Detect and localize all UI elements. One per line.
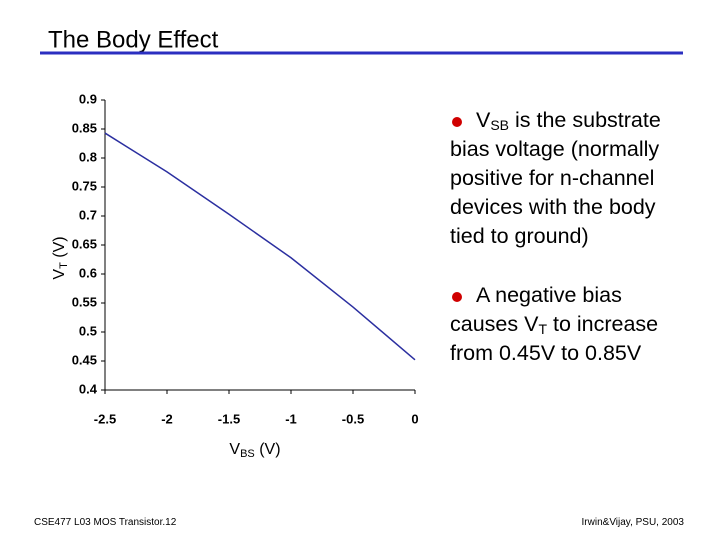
bullet-text: A negative bias causes V <box>450 283 622 336</box>
y-tick-label: 0.45 <box>72 352 97 367</box>
y-tick-label: 0.65 <box>72 236 97 251</box>
x-tick-label: -0.5 <box>342 411 364 426</box>
footer-right: Irwin&Vijay, PSU, 2003 <box>581 517 684 528</box>
y-tick-label: 0.55 <box>72 294 97 309</box>
x-label-sub: BS <box>240 448 255 460</box>
x-tick-label: -1.5 <box>218 411 240 426</box>
bullet-text: V <box>476 108 491 132</box>
x-tick-label: 0 <box>411 411 418 426</box>
bullet-text: to increase from 0.45V to 0.85V <box>450 312 659 365</box>
x-tick-label: -1 <box>285 411 297 426</box>
bullet: VSB is the substrate bias voltage (norma… <box>450 106 690 251</box>
y-tick-label: 0.85 <box>72 120 97 135</box>
y-axis-label: VT (V) <box>51 236 70 279</box>
x-label-part: V <box>229 441 240 458</box>
y-tick-label: 0.4 <box>79 381 98 396</box>
y-tick-label: 0.9 <box>79 91 97 106</box>
slide-title: The Body Effect <box>48 26 219 53</box>
y-tick-label: 0.8 <box>79 149 97 164</box>
bullet-sub: SB <box>490 117 510 133</box>
bullet-sub: T <box>538 321 547 337</box>
footer-left: CSE477 L03 MOS Transistor.12 <box>34 517 177 528</box>
data-line <box>104 132 416 361</box>
y-tick-label: 0.5 <box>79 323 97 338</box>
y-tick-label: 0.7 <box>79 207 97 222</box>
x-tick-label: -2.5 <box>94 411 116 426</box>
x-tick-label: -2 <box>161 411 173 426</box>
y-label-sub: T <box>58 262 70 269</box>
bullet-list: VSB is the substrate bias voltage (norma… <box>450 106 690 398</box>
bullet: A negative bias causes VT to increase fr… <box>450 281 690 368</box>
x-axis-label: VBS (V) <box>229 441 280 460</box>
y-label-part: V <box>51 269 68 280</box>
y-tick-label: 0.75 <box>72 178 97 193</box>
bullet-text: is the substrate bias voltage (normally … <box>450 108 661 248</box>
x-label-part: (V) <box>255 441 281 458</box>
y-label-part: (V) <box>51 236 68 262</box>
y-tick-label: 0.6 <box>79 265 97 280</box>
